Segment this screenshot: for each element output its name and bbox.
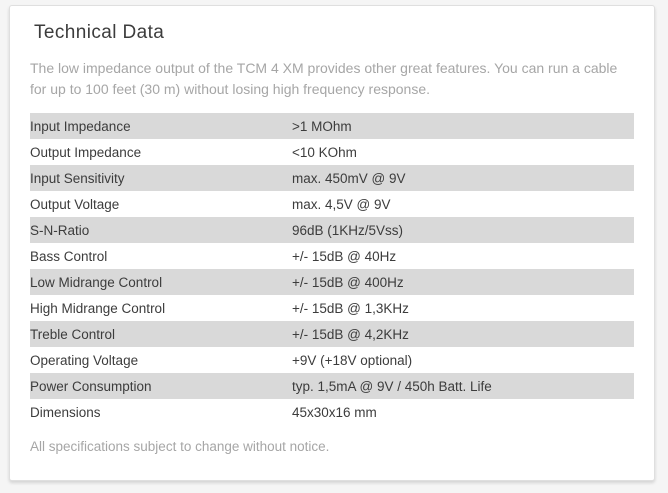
spec-label: Bass Control xyxy=(30,248,108,264)
spec-table: Input Impedance >1 MOhm Output Impedance… xyxy=(30,113,634,425)
spec-label: S-N-Ratio xyxy=(30,222,90,238)
spec-label: High Midrange Control xyxy=(30,300,166,316)
spec-label: Dimensions xyxy=(30,404,101,420)
spec-label: Output Impedance xyxy=(30,144,142,160)
spec-value: 96dB (1KHz/5Vss) xyxy=(292,222,404,238)
spec-value: <10 KOhm xyxy=(292,144,357,160)
table-row: Input Impedance >1 MOhm xyxy=(30,113,634,139)
spec-label: Output Voltage xyxy=(30,196,120,212)
table-row: Output Impedance <10 KOhm xyxy=(30,139,634,165)
spec-label: Power Consumption xyxy=(30,378,152,394)
spec-value: 45x30x16 mm xyxy=(292,404,377,420)
table-row: S-N-Ratio 96dB (1KHz/5Vss) xyxy=(30,217,634,243)
spec-value: >1 MOhm xyxy=(292,118,352,134)
spec-value: max. 4,5V @ 9V xyxy=(292,196,391,212)
table-row: Bass Control +/- 15dB @ 40Hz xyxy=(30,243,634,269)
table-row: Treble Control +/- 15dB @ 4,2KHz xyxy=(30,321,634,347)
spec-value: +/- 15dB @ 400Hz xyxy=(292,274,404,290)
table-row: Operating Voltage +9V (+18V optional) xyxy=(30,347,634,373)
table-row: Dimensions 45x30x16 mm xyxy=(30,399,634,425)
table-row: Power Consumption typ. 1,5mA @ 9V / 450h… xyxy=(30,373,634,399)
spec-value: +/- 15dB @ 40Hz xyxy=(292,248,397,264)
spec-label: Treble Control xyxy=(30,326,116,342)
spec-value: +9V (+18V optional) xyxy=(292,352,413,368)
spec-label: Input Sensitivity xyxy=(30,170,125,186)
spec-value: +/- 15dB @ 4,2KHz xyxy=(292,326,409,342)
spec-value: max. 450mV @ 9V xyxy=(292,170,406,186)
table-row: High Midrange Control +/- 15dB @ 1,3KHz xyxy=(30,295,634,321)
spec-label: Operating Voltage xyxy=(30,352,139,368)
spec-table-body: Input Impedance >1 MOhm Output Impedance… xyxy=(30,113,634,425)
intro-paragraph: The low impedance output of the TCM 4 XM… xyxy=(30,60,618,97)
spec-label: Input Impedance xyxy=(30,118,131,134)
spec-label: Low Midrange Control xyxy=(30,274,163,290)
technical-data-card: Technical Data The low impedance output … xyxy=(9,5,655,481)
table-row: Output Voltage max. 4,5V @ 9V xyxy=(30,191,634,217)
specifications-footnote: All specifications subject to change wit… xyxy=(30,439,330,454)
spec-value: typ. 1,5mA @ 9V / 450h Batt. Life xyxy=(292,378,492,394)
table-row: Low Midrange Control +/- 15dB @ 400Hz xyxy=(30,269,634,295)
page-title: Technical Data xyxy=(34,22,165,43)
spec-value: +/- 15dB @ 1,3KHz xyxy=(292,300,409,316)
table-row: Input Sensitivity max. 450mV @ 9V xyxy=(30,165,634,191)
